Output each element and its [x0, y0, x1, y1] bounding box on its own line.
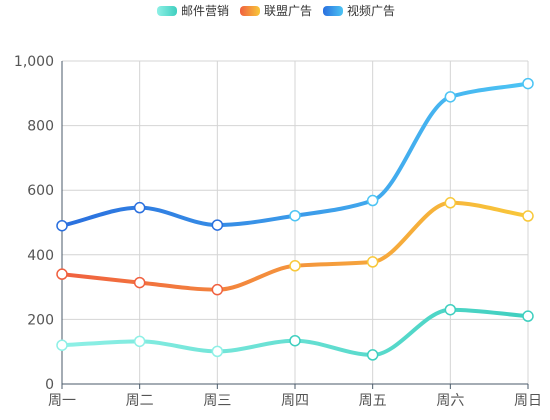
data-point[interactable]: [56, 268, 68, 280]
data-point[interactable]: [522, 310, 534, 322]
data-point[interactable]: [133, 201, 146, 214]
y-tick-label: 1,000: [14, 54, 54, 70]
data-point[interactable]: [366, 256, 379, 268]
data-point[interactable]: [444, 197, 457, 209]
legend-swatch[interactable]: [323, 6, 343, 16]
x-tick-label: 周三: [203, 393, 231, 409]
x-tick-label: 周四: [281, 393, 309, 409]
data-point[interactable]: [211, 345, 224, 358]
x-tick-label: 周一: [48, 393, 76, 409]
legend-label[interactable]: 视频广告: [347, 3, 395, 18]
legend-label[interactable]: 邮件营销: [181, 4, 229, 18]
grid: [62, 60, 529, 384]
data-point[interactable]: [444, 303, 457, 316]
y-tick-label: 800: [27, 119, 54, 135]
legend-label[interactable]: 联盟广告: [264, 4, 312, 18]
legend-swatch[interactable]: [157, 6, 177, 16]
data-point[interactable]: [289, 260, 301, 272]
data-point[interactable]: [133, 335, 146, 348]
y-tick-label: 600: [27, 183, 54, 199]
legend-swatch[interactable]: [240, 6, 260, 16]
y-tick-label: 0: [45, 377, 54, 393]
tick-labels: 0 200 400 600 800 1,000 周一 周二 周三 周四 周五 周六 周日: [14, 54, 542, 409]
x-tick-label: 周六: [436, 393, 464, 409]
data-point[interactable]: [522, 210, 534, 222]
series-points: [56, 77, 534, 361]
data-point[interactable]: [366, 349, 379, 361]
data-point[interactable]: [133, 276, 146, 289]
data-point[interactable]: [366, 194, 379, 207]
data-point[interactable]: [56, 339, 68, 351]
data-point[interactable]: [289, 334, 301, 347]
data-point[interactable]: [211, 283, 224, 296]
x-tick-label: 周五: [359, 393, 387, 409]
data-point[interactable]: [289, 209, 301, 222]
data-point[interactable]: [444, 91, 457, 103]
legend: 邮件营销 联盟广告 视频广告: [157, 3, 395, 18]
data-point[interactable]: [211, 219, 224, 231]
data-point[interactable]: [522, 77, 534, 90]
x-tick-label: 周二: [126, 393, 154, 409]
data-point[interactable]: [56, 219, 68, 232]
x-tick-label: 周日: [514, 393, 542, 409]
y-tick-label: 400: [27, 248, 54, 264]
y-tick-label: 200: [27, 312, 54, 328]
